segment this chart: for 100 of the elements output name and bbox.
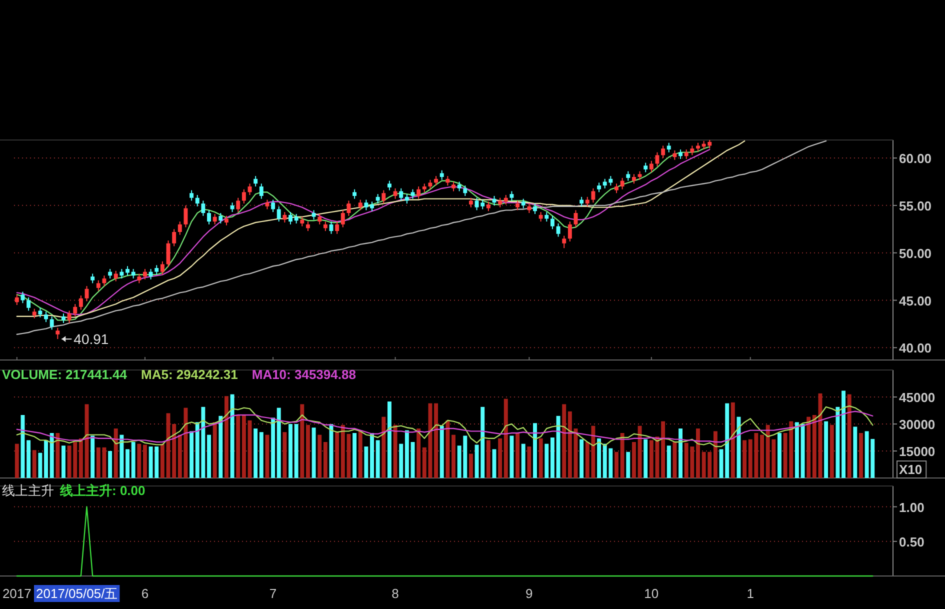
candlestick (620, 177, 624, 190)
candlestick (626, 170, 630, 182)
candlestick (67, 310, 72, 324)
candlestick (399, 188, 404, 202)
bar (800, 424, 805, 478)
bar (550, 438, 554, 478)
bar (538, 438, 543, 478)
bar (143, 444, 147, 478)
candlestick (678, 148, 683, 160)
y-tick-label: 55.00 (899, 198, 932, 214)
bar (510, 436, 514, 478)
candlestick (254, 176, 258, 187)
bar (778, 433, 782, 478)
chart-title: 线上主升 (2, 483, 54, 498)
candlestick (666, 142, 671, 153)
bar (416, 428, 421, 478)
bar (335, 432, 340, 478)
text: MA10: 345394.88 (252, 367, 356, 382)
bar (44, 440, 48, 478)
y-tick-label: 45.00 (899, 293, 932, 308)
candlestick (486, 201, 490, 212)
candlestick (533, 203, 537, 214)
bar (620, 433, 624, 478)
bar (556, 416, 560, 478)
bar (318, 434, 322, 478)
bar (376, 440, 380, 478)
candlestick (498, 197, 502, 208)
bar (853, 426, 858, 478)
candlestick (457, 181, 462, 192)
candlestick (114, 270, 118, 282)
bar (254, 428, 258, 478)
bar (131, 442, 136, 478)
bar (393, 424, 398, 478)
bar (236, 415, 240, 478)
candlestick (440, 170, 444, 180)
bar (794, 422, 799, 478)
bar (323, 442, 328, 478)
bar (224, 396, 228, 478)
candlestick (96, 280, 100, 292)
candlestick (510, 190, 514, 202)
y-axis-title: X10 (899, 462, 922, 477)
bar (114, 428, 118, 478)
candlestick (120, 268, 124, 279)
bar (678, 428, 683, 478)
candlestick (690, 145, 694, 156)
y-tick-label: 0.50 (899, 534, 924, 550)
bar (288, 424, 292, 478)
bar (294, 424, 298, 478)
candlestick (352, 188, 357, 200)
candlestick (38, 307, 42, 318)
candlestick (26, 296, 31, 312)
annotation: 40.91 (74, 331, 109, 348)
candlestick (148, 268, 153, 280)
bar (498, 438, 502, 478)
candlestick (143, 268, 147, 280)
bar (597, 438, 602, 478)
bar (282, 432, 287, 478)
candlestick (102, 275, 106, 287)
candlestick (14, 294, 19, 306)
candlestick (684, 148, 688, 160)
x-tick-label: 10 (644, 586, 659, 601)
bar (836, 406, 840, 478)
candlestick (294, 213, 298, 224)
bar (452, 434, 456, 478)
candlestick (276, 206, 281, 222)
candlestick (236, 197, 240, 213)
candlestick (452, 181, 456, 192)
candlestick (446, 176, 450, 186)
candlestick (44, 311, 48, 323)
bar (56, 433, 60, 478)
candlestick (184, 204, 188, 228)
candlestick (404, 194, 409, 204)
bar (259, 432, 264, 478)
bar (562, 404, 566, 478)
bar (50, 433, 54, 478)
bar (90, 436, 95, 478)
bar (568, 411, 572, 478)
bar (806, 416, 811, 478)
candlestick (62, 313, 66, 324)
bar (527, 446, 532, 478)
candlestick (50, 316, 54, 330)
candlestick (376, 194, 380, 204)
candlestick (544, 212, 549, 222)
bar (644, 439, 648, 478)
bar (218, 416, 223, 478)
bar (370, 433, 374, 478)
candlestick (201, 200, 206, 216)
candlestick (131, 268, 136, 279)
text: 2017/05/05/五 (36, 586, 118, 601)
bar (760, 434, 764, 478)
bar (830, 424, 834, 478)
bar (172, 424, 176, 478)
candlestick (597, 182, 602, 193)
candlestick (78, 295, 83, 310)
y-tick-label: 60.00 (899, 151, 932, 166)
candlestick (323, 221, 328, 232)
candlestick (160, 260, 164, 276)
candlestick (410, 188, 415, 200)
line-series (16, 410, 874, 443)
candlestick (90, 273, 95, 284)
